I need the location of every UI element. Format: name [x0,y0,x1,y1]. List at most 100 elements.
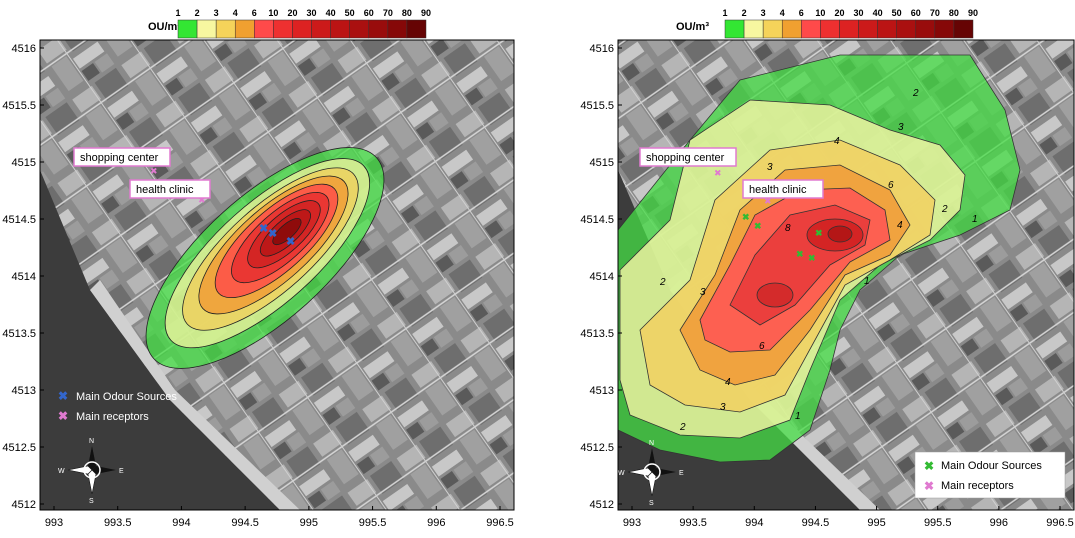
contour-value-label: 2 [912,88,919,99]
svg-text:E: E [679,470,684,477]
source-marker: ✖ [268,228,277,240]
y-tick-label: 4513.5 [580,328,614,340]
y-tick-label: 4512 [12,499,36,511]
colorbar-tick-label: 40 [326,8,336,18]
colorbar-tick-label: 60 [911,8,921,18]
x-tick-label: 993 [45,517,63,529]
y-tick-label: 4515.5 [580,100,614,112]
label-health-clinic: health clinic [129,179,211,199]
y-tick-label: 4515 [12,157,36,169]
label-health-clinic: health clinic [742,179,824,199]
receptors: ✖ ✖ [714,168,772,206]
colorbar: OU/m³ 1 2 3 4 6 10 20 30 40 50 60 70 80 90 [676,8,978,39]
contour-value-label: 2 [679,422,686,433]
source-marker: ✖ [815,228,823,238]
odour-sources: ✖ ✖ ✖ ✖ ✖ [742,212,823,263]
colorbar-tick-label: 80 [402,8,412,18]
contour-value-label: 3 [898,122,904,133]
legend-source-icon: ✖ [58,389,68,403]
contour-value-label: 2 [941,204,948,215]
colorbar-swatch [349,19,370,39]
source-marker: ✖ [259,223,268,235]
label-health-clinic-text: health clinic [749,184,807,196]
x-tick-label: 993 [623,517,641,529]
source-marker: ✖ [742,212,750,222]
colorbar-swatch [196,19,217,39]
colorbar-tick-label: 2 [195,8,200,18]
colorbar-swatch [368,19,389,39]
y-axis-ticks: 4516 4515.5 4515 4514.5 4514 4513.5 4513 4512.5… [2,43,44,511]
svg-text:N: N [89,438,94,445]
source-marker: ✖ [808,253,816,263]
receptor-marker: ✖ [198,195,206,205]
colorbar-tick-label: 90 [421,8,431,18]
y-tick-label: 4515 [590,157,614,169]
colorbar-tick-label: 60 [364,8,374,18]
map-panel-right: OU/m³ 1 2 3 4 6 10 20 30 40 50 60 70 80 90 [540,0,1075,533]
contour-value-label: 4 [725,377,731,388]
y-tick-label: 4514 [12,271,36,283]
legend-receptor-icon: ✖ [924,479,934,493]
colorbar-tick-label: 70 [930,8,940,18]
colorbar-swatch [858,19,878,39]
beach-strip [90,280,300,510]
x-tick-label: 993.5 [104,517,132,529]
svg-text:W: W [58,468,65,475]
contour-value-label: 6 [759,341,765,352]
y-tick-label: 4512.5 [2,442,36,454]
colorbar-tick-label: 50 [345,8,355,18]
colorbar-swatch [215,19,236,39]
colorbar-tick-label: 90 [968,8,978,18]
colorbar-swatch [896,19,917,39]
label-shopping-center: shopping center [73,147,171,167]
receptor-marker: ✖ [714,168,722,178]
x-tick-label: 994 [172,517,190,529]
colorbar-swatch [781,19,802,39]
colorbar-swatch [877,19,897,39]
colorbar-tick-label: 10 [815,8,825,18]
legend-receptors-label: Main receptors [941,480,1014,492]
map-legend: ✖ Main Odour Sources ✖ Main receptors [58,389,177,423]
contour-value-label: 4 [897,220,903,231]
colorbar-tick-label: 6 [799,8,804,18]
colorbar-tick-label: 20 [287,8,297,18]
receptor-marker: ✖ [150,166,158,176]
contour-value-label: 3 [700,287,706,298]
svg-text:N: N [649,440,654,447]
map-legend: ✖ Main Odour Sources ✖ Main receptors [914,451,1066,499]
contour-level-80 [272,218,302,246]
colorbar-tick-label: 6 [252,8,257,18]
colorbar-swatch [273,19,293,39]
sea-area [40,170,280,510]
colorbar-tick-label: 4 [233,8,238,18]
x-tick-label: 996 [427,517,445,529]
colorbar-swatch [234,19,255,39]
colorbar-tick-label: 30 [854,8,864,18]
y-tick-label: 4515.5 [2,100,36,112]
x-axis-ticks: 993 993.5 994 994.5 995 995.5 996 996.5 [45,506,514,529]
map-frame [39,39,515,511]
y-tick-label: 4513 [12,385,36,397]
x-tick-label: 995.5 [924,517,952,529]
legend-sources-label: Main Odour Sources [76,391,177,403]
contour-level-10-secondary [756,282,794,308]
odour-contours [145,147,385,369]
source-marker: ✖ [286,236,295,248]
y-tick-label: 4516 [12,43,36,55]
contour-value-label: 3 [720,402,726,413]
colorbar-unit: OU/m³ [148,21,181,33]
colorbar-tick-label: 3 [761,8,766,18]
x-axis-ticks: 993 993.5 994 994.5 995 995.5 996 996.5 [623,506,1074,529]
colorbar-swatch [292,19,312,39]
y-tick-label: 4514.5 [2,214,36,226]
label-shopping-center-text: shopping center [80,152,159,164]
colorbar-swatch [915,19,936,39]
y-tick-label: 4512 [590,499,614,511]
map-area: ✖ ✖ ✖ ✖ ✖ shopping center health clinic … [40,40,514,510]
y-tick-label: 4513 [590,385,614,397]
colorbar-tick-label: 50 [892,8,902,18]
contour-value-label: 1 [864,276,870,287]
legend-source-icon: ✖ [924,459,934,473]
colorbar-swatch [387,19,408,39]
colorbar-swatch [177,19,198,39]
